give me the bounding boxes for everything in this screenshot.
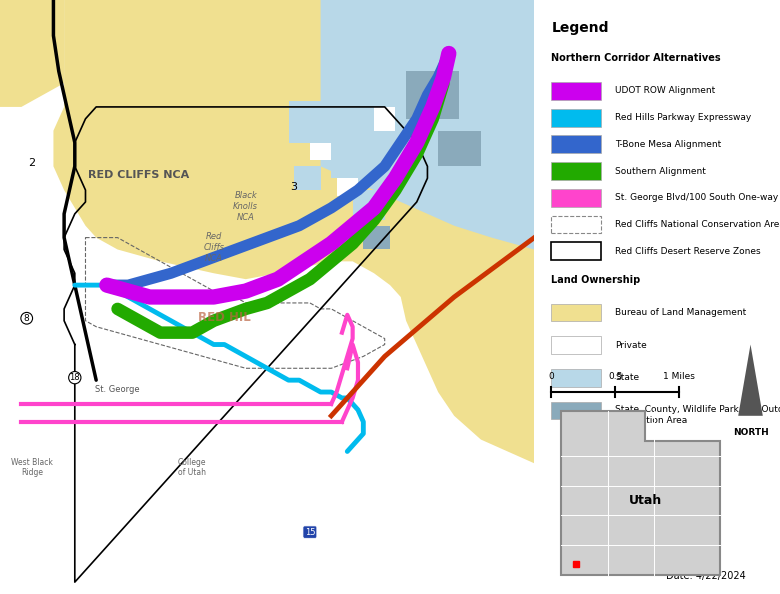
Text: 15: 15: [305, 527, 315, 536]
Bar: [353, 190, 385, 220]
Bar: [551, 242, 601, 260]
Text: T-Bone Mesa Alignment: T-Bone Mesa Alignment: [615, 140, 722, 149]
Text: Red Hills Parkway Expressway: Red Hills Parkway Expressway: [615, 113, 752, 122]
Bar: [551, 162, 601, 180]
Text: St. George: St. George: [95, 385, 140, 394]
Polygon shape: [738, 345, 763, 416]
Polygon shape: [321, 0, 534, 249]
Text: State, County, Wildlife Park and Outdoor
Recreation Area: State, County, Wildlife Park and Outdoor…: [615, 405, 780, 425]
Bar: [385, 113, 422, 148]
Text: 0.5: 0.5: [608, 372, 622, 381]
Text: Bureau of Land Management: Bureau of Land Management: [615, 308, 746, 317]
Bar: [294, 166, 321, 190]
Text: College
of Utah: College of Utah: [178, 458, 207, 477]
Bar: [551, 109, 601, 127]
Text: Legend: Legend: [551, 21, 609, 35]
Text: Northern Corridor Alternatives: Northern Corridor Alternatives: [551, 53, 722, 64]
Bar: [310, 143, 332, 160]
Text: Red
Cliffs
NCA: Red Cliffs NCA: [204, 232, 224, 263]
Bar: [406, 71, 459, 119]
Text: 3: 3: [290, 182, 297, 192]
Polygon shape: [0, 0, 64, 107]
Text: RED CLIFFS NCA: RED CLIFFS NCA: [88, 170, 190, 180]
Text: West Black
Ridge: West Black Ridge: [11, 458, 53, 477]
Text: 8: 8: [24, 314, 30, 323]
Bar: [551, 369, 601, 387]
Text: Red Cliffs National Conservation Area: Red Cliffs National Conservation Area: [615, 220, 780, 229]
Text: Private: Private: [615, 340, 647, 350]
Text: 18: 18: [69, 373, 80, 382]
Bar: [551, 304, 601, 321]
Text: UDOT ROW Alignment: UDOT ROW Alignment: [615, 86, 715, 96]
Bar: [551, 135, 601, 153]
Bar: [551, 189, 601, 207]
Bar: [551, 402, 601, 419]
Bar: [551, 82, 601, 100]
Text: 1 Miles: 1 Miles: [663, 372, 695, 381]
Text: Red Cliffs Desert Reserve Zones: Red Cliffs Desert Reserve Zones: [615, 247, 761, 256]
Text: 2: 2: [29, 159, 36, 168]
Text: St. George Blvd/100 South One-way Couplet: St. George Blvd/100 South One-way Couple…: [615, 193, 780, 203]
Bar: [551, 336, 601, 354]
Bar: [289, 101, 332, 143]
Text: 0: 0: [548, 372, 555, 381]
Text: Utah: Utah: [629, 494, 661, 507]
Text: Southern Alignment: Southern Alignment: [615, 166, 706, 176]
Bar: [374, 107, 395, 131]
Text: RED HIL: RED HIL: [198, 311, 251, 324]
Text: Black
Knolls
NCA: Black Knolls NCA: [233, 191, 258, 222]
Text: State: State: [615, 373, 640, 383]
Bar: [363, 226, 390, 249]
Polygon shape: [561, 411, 720, 575]
Text: Land Ownership: Land Ownership: [551, 275, 640, 285]
Text: Date: 4/22/2024: Date: 4/22/2024: [666, 571, 746, 581]
Text: NORTH: NORTH: [732, 428, 768, 437]
Bar: [551, 216, 601, 233]
Polygon shape: [53, 0, 534, 463]
Bar: [337, 178, 358, 196]
Bar: [332, 148, 369, 178]
Bar: [438, 131, 481, 166]
